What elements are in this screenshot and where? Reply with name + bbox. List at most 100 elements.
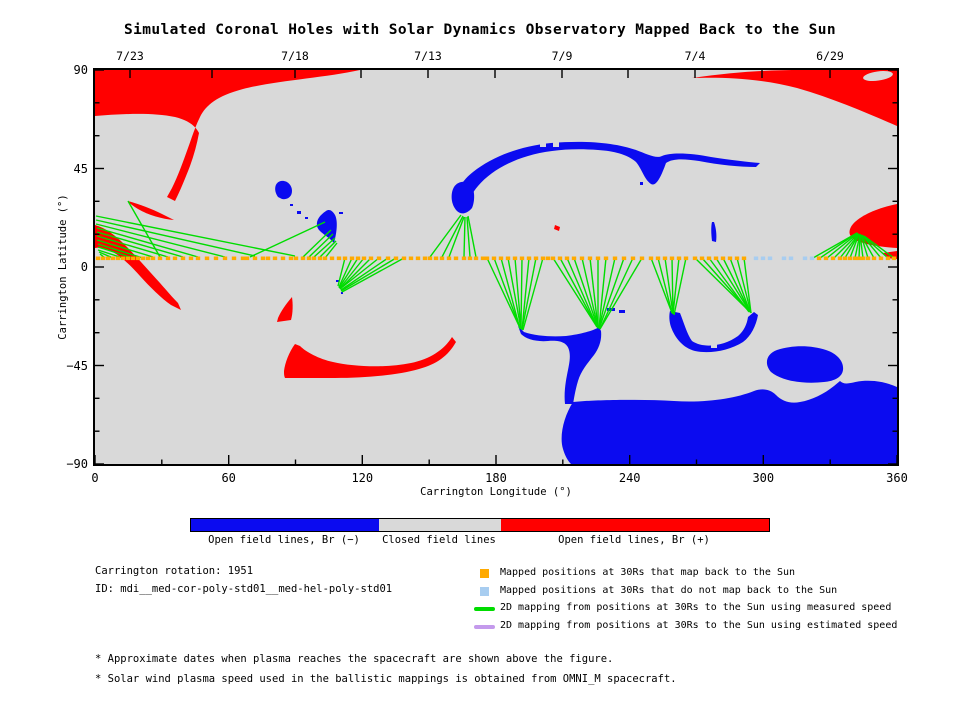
colorbar-label-0: Open field lines, Br (−) bbox=[208, 534, 360, 546]
mapping-line-measured bbox=[441, 215, 464, 258]
mapping-line-measured bbox=[507, 257, 522, 330]
mapped-dot-back bbox=[587, 256, 593, 261]
mapped-dot-back bbox=[260, 256, 266, 261]
mapping-line-measured bbox=[860, 234, 875, 259]
mapping-line-measured bbox=[844, 233, 860, 259]
mapping-line-measured bbox=[736, 257, 752, 314]
y-tick-label-−45: −45 bbox=[66, 358, 88, 373]
gray-dash-gap bbox=[553, 141, 559, 147]
mapped-dot-back bbox=[885, 256, 891, 261]
y-tick-label-90: 90 bbox=[73, 63, 88, 77]
mapped-dot-back bbox=[491, 256, 497, 261]
legend-item-0: Mapped positions at 30Rs that map back t… bbox=[472, 566, 912, 584]
mapping-line-measured bbox=[96, 227, 199, 258]
mapped-dot-back bbox=[188, 256, 194, 261]
mapped-dot-back bbox=[280, 256, 286, 261]
mapped-dot-back bbox=[433, 256, 439, 261]
mapped-dot-back bbox=[557, 256, 563, 261]
mapped-dot-back bbox=[891, 256, 897, 261]
mapped-dot-back bbox=[498, 256, 504, 261]
mapped-dot-no-back bbox=[760, 256, 766, 261]
coronal-hole-map bbox=[95, 70, 897, 464]
mapping-line-measured bbox=[694, 257, 750, 312]
mapped-dot-back bbox=[676, 256, 682, 261]
gray-dash-gap bbox=[711, 343, 717, 348]
mapped-dot-back bbox=[446, 256, 452, 261]
mapping-line-measured bbox=[599, 257, 634, 330]
region-south-polar-mass bbox=[561, 380, 897, 464]
mapped-dot-back bbox=[727, 256, 733, 261]
colorbar-segment-1 bbox=[379, 519, 501, 531]
blue-speck bbox=[339, 212, 343, 214]
mapped-dot-back bbox=[473, 256, 479, 261]
mapped-dot-back bbox=[195, 256, 201, 261]
blue-speck bbox=[305, 217, 308, 219]
mapped-dot-back bbox=[222, 256, 228, 261]
region-north-polar-hole-west bbox=[95, 70, 360, 201]
y-tick-label-0: 0 bbox=[80, 260, 88, 274]
x-tick-label-300: 300 bbox=[752, 471, 775, 485]
y-axis-title-text: Carrington Latitude (°) bbox=[57, 194, 69, 340]
mapped-dot-back bbox=[630, 256, 636, 261]
mapped-dot-back bbox=[408, 256, 414, 261]
mapped-dot-back bbox=[329, 256, 335, 261]
mapping-line-measured bbox=[521, 257, 537, 331]
mapping-line-measured bbox=[672, 257, 680, 315]
footnote-speed: * Solar wind plasma speed used in the ba… bbox=[95, 673, 677, 685]
mapped-dot-back bbox=[648, 256, 654, 261]
colorbar-segment-0 bbox=[191, 519, 379, 531]
mapped-dot-back bbox=[204, 256, 210, 261]
mapping-line-measured bbox=[324, 242, 338, 259]
mapped-dot-back bbox=[837, 256, 843, 261]
mapping-line-measured bbox=[340, 257, 397, 292]
mapped-dot-back bbox=[639, 256, 645, 261]
mapped-dot-back bbox=[741, 256, 747, 261]
mapping-line-measured bbox=[664, 257, 674, 315]
mapped-dot-back bbox=[669, 256, 675, 261]
mapping-line-measured bbox=[598, 257, 616, 329]
x-tick-label-60: 60 bbox=[221, 471, 236, 485]
mapped-dot-back bbox=[564, 256, 570, 261]
mapped-dot-back bbox=[603, 256, 609, 261]
x-tick-label-180: 180 bbox=[485, 471, 507, 485]
mapping-line-measured bbox=[429, 214, 462, 258]
field-line-colorbar bbox=[190, 518, 770, 532]
blue-speck bbox=[640, 182, 643, 185]
mapped-dot-back bbox=[336, 256, 342, 261]
blue-speck bbox=[336, 280, 339, 282]
mapped-dot-back bbox=[519, 256, 525, 261]
mapping-line-measured bbox=[95, 215, 296, 257]
mapping-line-measured bbox=[589, 257, 599, 329]
x-tick-label-240: 240 bbox=[618, 471, 641, 485]
blue-speck bbox=[341, 292, 343, 294]
mapped-dot-back bbox=[706, 256, 712, 261]
mapping-line-measured bbox=[338, 257, 353, 288]
mapped-dot-back bbox=[376, 256, 382, 261]
date-label-7-18: 7/18 bbox=[281, 49, 309, 63]
mapped-dot-back bbox=[871, 256, 877, 261]
mapped-dot-back bbox=[145, 256, 151, 261]
mapped-dot-back bbox=[120, 256, 126, 261]
date-label-7-23: 7/23 bbox=[116, 49, 144, 63]
region-north-polar-hole-east bbox=[692, 70, 897, 126]
mapped-dot-back bbox=[612, 256, 618, 261]
mapped-dot-back bbox=[311, 256, 317, 261]
region-south-goggles bbox=[518, 326, 602, 404]
mapped-dot-back bbox=[265, 256, 271, 261]
legend-line-swatch bbox=[474, 607, 495, 611]
region-small-blob-a bbox=[275, 180, 292, 200]
region-equator-band-west bbox=[95, 225, 181, 310]
date-label-7-4: 7/4 bbox=[684, 49, 706, 63]
mapping-line-measured bbox=[708, 257, 750, 313]
mapping-line-measured bbox=[650, 257, 673, 314]
mapping-line-measured bbox=[466, 216, 471, 258]
mapping-line-measured bbox=[448, 216, 465, 258]
colorbar-segment-2 bbox=[501, 519, 769, 531]
mapped-dot-back bbox=[115, 256, 121, 261]
x-tick-label-120: 120 bbox=[351, 471, 374, 485]
gray-dash-gap bbox=[540, 141, 546, 147]
mapping-line-measured bbox=[715, 257, 751, 313]
mapped-dot-back bbox=[540, 256, 546, 261]
mapped-dot-back bbox=[422, 256, 428, 261]
mapped-dot-back bbox=[467, 256, 473, 261]
